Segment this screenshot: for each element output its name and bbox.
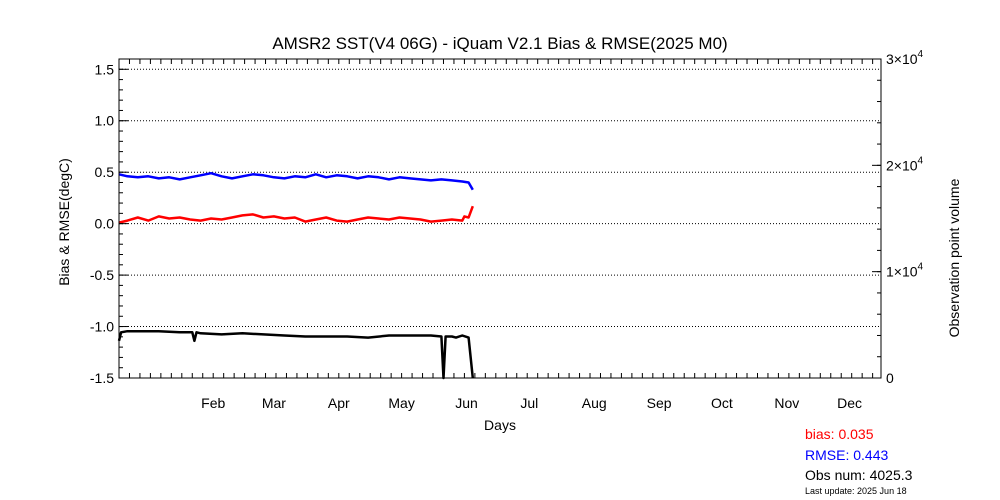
y2-tick-label: 0 bbox=[886, 370, 894, 386]
x-tick-label: Oct bbox=[711, 395, 733, 411]
series-line-1 bbox=[118, 171, 474, 191]
y-tick-label: -1.5 bbox=[90, 370, 114, 386]
y-tick-label: 1.5 bbox=[95, 61, 115, 77]
y2-tick-label: 1×104 bbox=[886, 262, 924, 280]
bias-stat: bias: 0.035 bbox=[805, 426, 874, 442]
x-tick-label: Jul bbox=[520, 395, 538, 411]
y-tick-label: -1.0 bbox=[90, 319, 114, 335]
x-tick-label: Dec bbox=[837, 395, 862, 411]
x-tick-label: Jun bbox=[455, 395, 478, 411]
obs-num-stat: Obs num: 4025.3 bbox=[805, 467, 913, 483]
x-tick-label: Feb bbox=[201, 395, 225, 411]
y-tick-label: -0.5 bbox=[90, 267, 114, 283]
x-tick-label: Mar bbox=[262, 395, 286, 411]
plot-frame bbox=[118, 58, 882, 379]
y2-axis-label: Observation point volume bbox=[946, 178, 962, 337]
y-tick-label: 0.0 bbox=[95, 216, 115, 232]
chart-title: AMSR2 SST(V4 06G) - iQuam V2.1 Bias & RM… bbox=[272, 34, 727, 53]
last-update-stat: Last update: 2025 Jun 18 bbox=[805, 486, 907, 496]
series-line-2 bbox=[117, 329, 475, 380]
y2-tick-label: 3×104 bbox=[886, 49, 924, 67]
y-tick-label: 1.0 bbox=[95, 113, 115, 129]
x-tick-label: Nov bbox=[774, 395, 799, 411]
y-tick-label: 0.5 bbox=[95, 164, 115, 180]
x-tick-label: Sep bbox=[647, 395, 672, 411]
rmse-stat: RMSE: 0.443 bbox=[805, 447, 889, 463]
x-tick-label: Aug bbox=[582, 395, 607, 411]
y2-tick-label: 2×104 bbox=[886, 155, 924, 173]
x-axis-label: Days bbox=[484, 417, 516, 433]
x-tick-label: May bbox=[388, 395, 414, 411]
y-axis-label: Bias & RMSE(degC) bbox=[56, 158, 72, 286]
series-line-0 bbox=[118, 205, 474, 224]
x-tick-label: Apr bbox=[328, 395, 350, 411]
